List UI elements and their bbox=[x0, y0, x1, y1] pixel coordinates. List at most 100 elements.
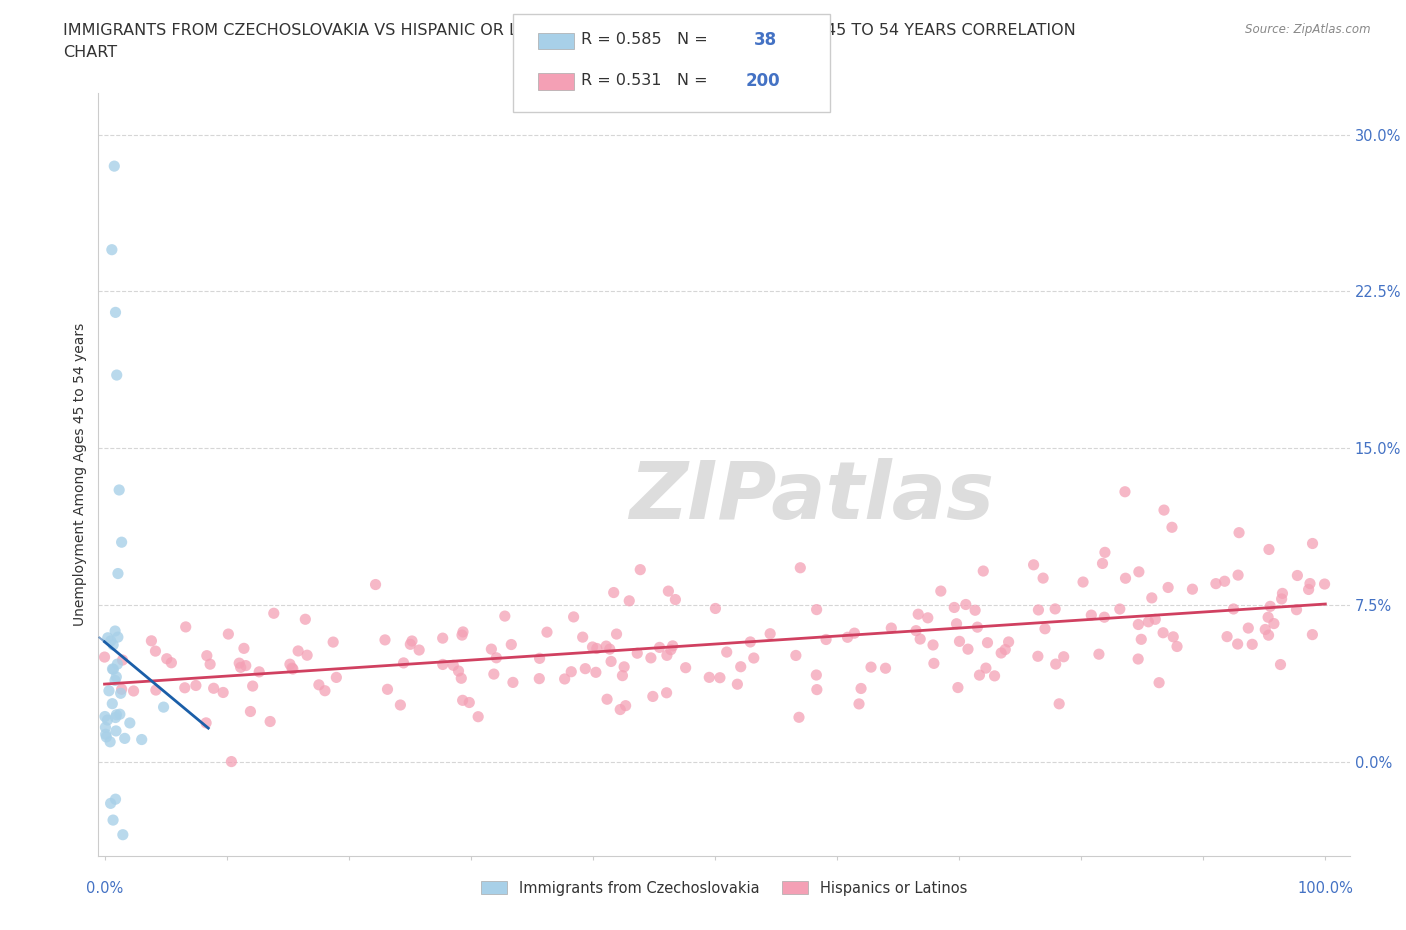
Text: CHART: CHART bbox=[63, 45, 117, 60]
Point bbox=[441, 658, 464, 672]
Point bbox=[1286, 568, 1309, 583]
Point bbox=[943, 600, 966, 615]
Point bbox=[1108, 602, 1130, 617]
Point bbox=[626, 645, 648, 660]
Point bbox=[742, 651, 765, 666]
Point bbox=[972, 564, 994, 578]
Point bbox=[759, 626, 782, 641]
Point bbox=[956, 642, 979, 657]
Point bbox=[1226, 637, 1249, 652]
Point bbox=[94, 720, 117, 735]
Text: IMMIGRANTS FROM CZECHOSLOVAKIA VS HISPANIC OR LATINO UNEMPLOYMENT AMONG AGES 45 : IMMIGRANTS FROM CZECHOSLOVAKIA VS HISPAN… bbox=[63, 23, 1076, 38]
Point bbox=[917, 610, 939, 625]
Point bbox=[145, 683, 167, 698]
Point bbox=[101, 813, 124, 828]
Point bbox=[101, 242, 124, 257]
Text: Source: ZipAtlas.com: Source: ZipAtlas.com bbox=[1246, 23, 1371, 36]
Point bbox=[640, 650, 662, 665]
Point bbox=[709, 671, 731, 685]
Point bbox=[111, 828, 134, 843]
Text: 0.0%: 0.0% bbox=[86, 881, 124, 896]
Point bbox=[392, 656, 415, 671]
Point bbox=[94, 727, 117, 742]
Point bbox=[965, 603, 987, 618]
Point bbox=[600, 654, 623, 669]
Point bbox=[232, 641, 254, 656]
Point bbox=[1257, 628, 1279, 643]
Point bbox=[990, 645, 1012, 660]
Point bbox=[467, 710, 489, 724]
Point bbox=[1254, 622, 1277, 637]
Point bbox=[1299, 576, 1322, 591]
Point bbox=[969, 668, 991, 683]
Point bbox=[664, 592, 686, 607]
Point bbox=[93, 650, 115, 665]
Point bbox=[314, 684, 336, 698]
Point bbox=[908, 631, 931, 646]
Point bbox=[1258, 542, 1281, 557]
Point bbox=[377, 682, 399, 697]
Point bbox=[108, 707, 131, 722]
Point bbox=[145, 644, 167, 658]
Point bbox=[104, 791, 127, 806]
Point bbox=[111, 682, 134, 697]
Point bbox=[221, 754, 243, 769]
Point bbox=[229, 660, 252, 675]
Point bbox=[212, 685, 235, 700]
Point bbox=[983, 669, 1005, 684]
Point bbox=[1285, 603, 1308, 618]
Point bbox=[740, 634, 762, 649]
Point bbox=[173, 681, 195, 696]
Point bbox=[994, 642, 1017, 657]
Point bbox=[97, 684, 120, 698]
Point bbox=[787, 710, 810, 724]
Point bbox=[1088, 646, 1111, 661]
Point bbox=[108, 483, 131, 498]
Point bbox=[1140, 591, 1163, 605]
Point bbox=[294, 612, 316, 627]
Point bbox=[1181, 582, 1204, 597]
Point bbox=[100, 796, 122, 811]
Point bbox=[657, 584, 679, 599]
Point bbox=[1298, 582, 1320, 597]
Point bbox=[716, 644, 738, 659]
Point bbox=[1241, 637, 1264, 652]
Point bbox=[955, 597, 977, 612]
Point bbox=[1313, 577, 1336, 591]
Point bbox=[494, 608, 516, 623]
Point bbox=[325, 670, 347, 684]
Point bbox=[612, 668, 634, 683]
Point bbox=[554, 671, 576, 686]
Point bbox=[619, 593, 641, 608]
Point bbox=[100, 633, 122, 648]
Text: 100.0%: 100.0% bbox=[1298, 881, 1354, 896]
Point bbox=[929, 584, 952, 599]
Point bbox=[581, 640, 603, 655]
Point bbox=[875, 661, 897, 676]
Point bbox=[1227, 525, 1250, 540]
Point bbox=[98, 735, 121, 750]
Point bbox=[966, 619, 988, 634]
Point bbox=[1043, 602, 1066, 617]
Point bbox=[1032, 571, 1054, 586]
Point bbox=[725, 677, 748, 692]
Point bbox=[239, 704, 262, 719]
Point bbox=[451, 693, 474, 708]
Point bbox=[408, 643, 430, 658]
Point bbox=[447, 663, 470, 678]
Point bbox=[806, 683, 828, 698]
Point bbox=[96, 712, 118, 727]
Point bbox=[131, 732, 153, 747]
Point bbox=[104, 624, 127, 639]
Point bbox=[946, 680, 969, 695]
Point bbox=[1092, 610, 1115, 625]
Point bbox=[704, 601, 727, 616]
Point bbox=[195, 648, 218, 663]
Point bbox=[110, 535, 132, 550]
Point bbox=[101, 697, 124, 711]
Point bbox=[242, 679, 264, 694]
Point bbox=[730, 659, 752, 674]
Point bbox=[501, 637, 523, 652]
Text: R = 0.585   N =: R = 0.585 N = bbox=[581, 33, 713, 47]
Point bbox=[281, 661, 304, 676]
